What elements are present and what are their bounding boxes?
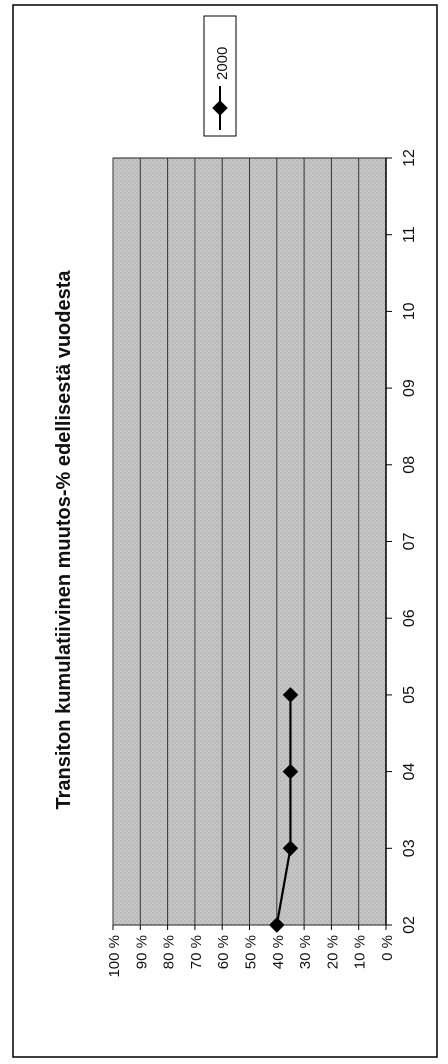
category-tick-label: 07 — [401, 533, 418, 551]
value-tick-label: 50 % — [243, 935, 260, 969]
category-tick-label: 02 — [401, 916, 418, 934]
legend: 2000 — [203, 15, 237, 137]
value-tick-label: 90 % — [133, 935, 150, 969]
category-tick-label: 10 — [401, 302, 418, 320]
value-tick-label: 40 % — [270, 935, 287, 969]
legend-marker — [212, 100, 228, 116]
series-line-2000 — [275, 694, 292, 926]
value-tick-label: 70 % — [188, 935, 205, 969]
legend-label-2000: 2000 — [214, 47, 231, 80]
category-tick-label: 04 — [401, 763, 418, 781]
value-tick-label: 10 % — [352, 935, 369, 969]
category-tick-label: 06 — [401, 609, 418, 627]
value-tick-label: 100 % — [106, 935, 123, 978]
category-tick-label: 05 — [401, 686, 418, 704]
category-tick-label: 08 — [401, 456, 418, 474]
gridlines — [112, 158, 387, 925]
value-tick-label: 30 % — [297, 935, 314, 969]
value-tick-label: 60 % — [215, 935, 232, 969]
category-tick-label: 03 — [401, 839, 418, 857]
value-tick-label: 80 % — [161, 935, 178, 969]
chart-title: Transiton kumulatiivinen muutos-% edelli… — [53, 270, 75, 810]
value-tick-label: 0 % — [379, 935, 396, 961]
category-tick-label: 11 — [401, 226, 418, 243]
axes: 100 % 90 % 80 % 70 % 60 % 50 % 40 % 30 % 20 % 10 … — [106, 149, 418, 978]
category-tick-label: 12 — [401, 149, 418, 167]
value-tick-label: 20 % — [324, 935, 341, 969]
category-tick-label: 09 — [401, 379, 418, 397]
